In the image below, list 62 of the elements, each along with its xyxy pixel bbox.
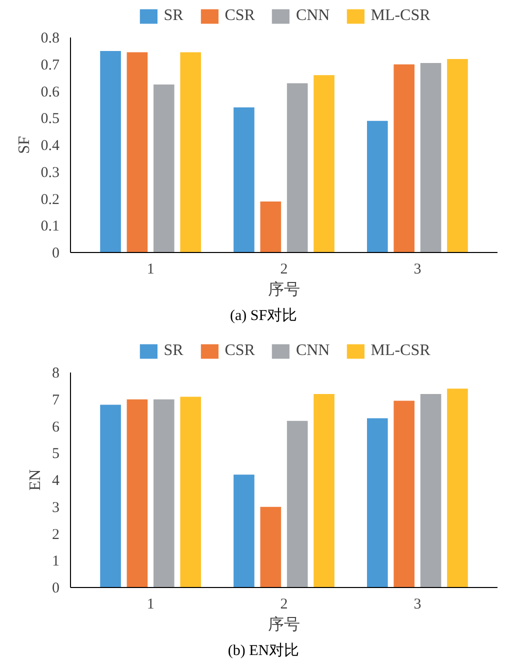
text: (a) SF对比	[230, 306, 298, 326]
y-tick-label: 0.8	[40, 30, 60, 46]
y-tick-label: 8	[52, 366, 60, 382]
bar	[447, 59, 468, 252]
legend-label: CSR	[224, 342, 255, 360]
text: (b) EN对比	[228, 642, 300, 659]
y-axis-title: SF	[16, 136, 33, 154]
bar	[367, 418, 388, 588]
y-tick-label: 0.6	[40, 84, 60, 100]
y-tick-label: 0.7	[40, 57, 60, 74]
legend-label: SR	[164, 342, 184, 360]
bar	[367, 120, 388, 252]
legend-label: ML-CSR	[370, 342, 430, 360]
y-tick-label: 4	[52, 473, 60, 489]
bar	[126, 399, 148, 588]
bar	[260, 506, 282, 588]
legend-label: CSR	[224, 7, 255, 25]
bar	[286, 420, 308, 588]
y-tick-label: 0.3	[40, 164, 60, 181]
bar	[447, 388, 468, 588]
x-tick-label: 3	[414, 596, 422, 612]
y-tick-label: 3	[52, 500, 60, 516]
y-tick-label: 1	[52, 554, 60, 570]
y-axis-title: EN	[27, 468, 44, 491]
y-tick-label: 0	[52, 246, 60, 262]
y-tick-label: 0.1	[40, 218, 60, 235]
bar	[100, 404, 121, 588]
legend-label: CNN	[296, 342, 330, 360]
x-tick-label: 1	[146, 596, 154, 612]
bar	[286, 83, 308, 252]
bar	[420, 63, 442, 252]
legend-label: ML-CSR	[370, 7, 430, 25]
y-tick-label: 5	[52, 446, 60, 462]
bar	[314, 75, 334, 252]
bar	[100, 50, 121, 252]
bar	[180, 52, 201, 252]
bar	[420, 394, 442, 588]
y-tick-label: 0.5	[40, 111, 60, 128]
y-tick-label: 0	[52, 580, 60, 596]
bar	[314, 394, 334, 588]
x-tick-label: 1	[146, 262, 154, 278]
bar	[180, 396, 201, 588]
x-axis-title: 序号	[268, 280, 300, 298]
bar	[126, 52, 148, 252]
bar	[260, 201, 282, 252]
x-tick-label: 2	[280, 596, 288, 612]
x-tick-label: 3	[414, 262, 422, 278]
y-tick-label: 6	[52, 419, 60, 436]
y-tick-label: 7	[52, 392, 60, 408]
y-tick-label: 0.4	[40, 138, 60, 154]
y-tick-label: 0.2	[40, 192, 60, 208]
y-tick-label: 2	[52, 526, 60, 543]
bar	[394, 400, 414, 588]
bar	[154, 84, 174, 252]
x-tick-label: 2	[280, 262, 288, 278]
x-axis-title: 序号	[268, 616, 300, 634]
bar	[234, 107, 254, 252]
legend-label: SR	[164, 7, 184, 25]
legend-label: CNN	[296, 7, 330, 25]
bar	[394, 64, 414, 252]
bar	[154, 399, 174, 588]
bar	[234, 474, 254, 588]
